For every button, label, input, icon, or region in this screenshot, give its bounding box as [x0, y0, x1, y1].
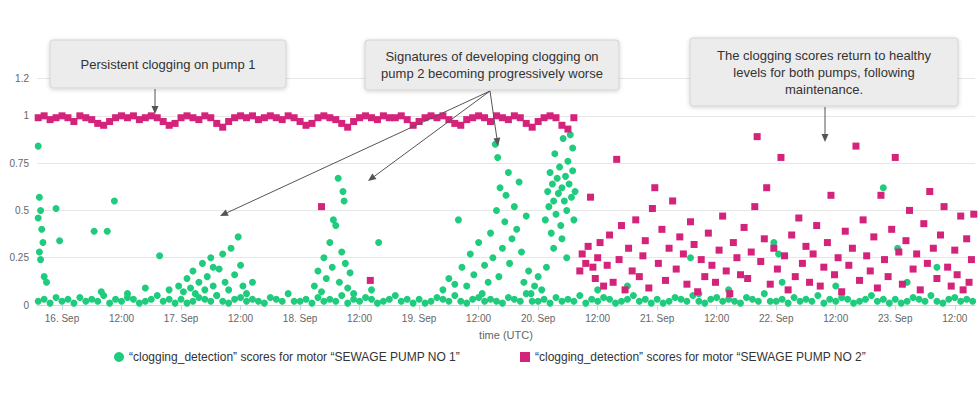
svg-text:“clogging_detection” scores fo: “clogging_detection” scores for motor “S… — [129, 350, 460, 364]
svg-text:12:00: 12:00 — [347, 313, 372, 324]
svg-text:17. Sep: 17. Sep — [164, 313, 199, 324]
svg-text:12:00: 12:00 — [109, 313, 134, 324]
svg-text:0.75: 0.75 — [10, 158, 30, 169]
svg-text:18. Sep: 18. Sep — [283, 313, 318, 324]
svg-text:20. Sep: 20. Sep — [521, 313, 556, 324]
svg-text:The clogging scores return to: The clogging scores return to healthy — [717, 48, 931, 63]
svg-text:12:00: 12:00 — [704, 313, 729, 324]
svg-text:0.25: 0.25 — [10, 252, 30, 263]
svg-text:Signatures of developing clogg: Signatures of developing clogging on — [385, 49, 598, 64]
svg-text:Persistent clogging on pump 1: Persistent clogging on pump 1 — [81, 57, 256, 72]
svg-text:12:00: 12:00 — [466, 313, 491, 324]
svg-text:16. Sep: 16. Sep — [45, 313, 80, 324]
svg-text:19. Sep: 19. Sep — [402, 313, 437, 324]
svg-text:levels for both pumps, followi: levels for both pumps, following — [733, 65, 914, 80]
svg-text:12:00: 12:00 — [823, 313, 848, 324]
svg-text:22. Sep: 22. Sep — [759, 313, 794, 324]
svg-text:maintenance.: maintenance. — [785, 82, 863, 97]
svg-text:time (UTC): time (UTC) — [479, 329, 533, 341]
svg-text:0: 0 — [23, 300, 29, 311]
svg-text:1.2: 1.2 — [15, 73, 29, 84]
svg-text:23. Sep: 23. Sep — [878, 313, 913, 324]
svg-text:“clogging_detection” scores fo: “clogging_detection” scores for motor “S… — [535, 350, 866, 364]
svg-text:pump 2 becoming progressively: pump 2 becoming progressively worse — [381, 66, 603, 81]
svg-text:1: 1 — [23, 110, 29, 121]
svg-text:12:00: 12:00 — [228, 313, 253, 324]
svg-text:0.5: 0.5 — [15, 205, 29, 216]
svg-text:12:00: 12:00 — [942, 313, 967, 324]
svg-text:12:00: 12:00 — [585, 313, 610, 324]
svg-text:21. Sep: 21. Sep — [640, 313, 675, 324]
